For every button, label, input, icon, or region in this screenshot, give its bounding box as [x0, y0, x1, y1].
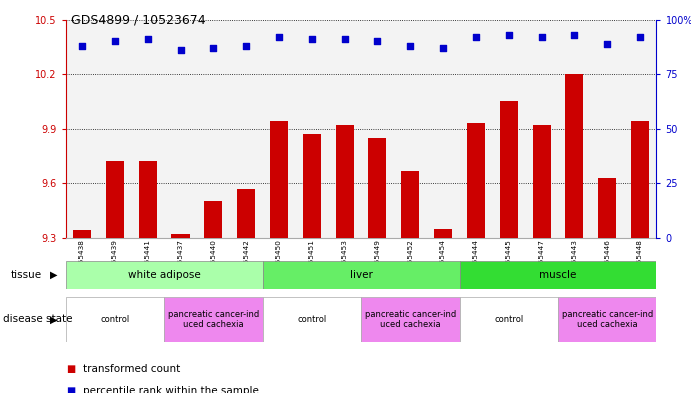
Bar [460, 297, 558, 342]
Text: control: control [100, 315, 129, 324]
Bar [171, 234, 189, 238]
Bar [131, 20, 164, 238]
Text: GDS4899 / 10523674: GDS4899 / 10523674 [71, 14, 205, 27]
Point [437, 45, 448, 51]
Bar [237, 189, 255, 238]
Text: liver: liver [350, 270, 372, 280]
Bar [66, 297, 164, 342]
Bar [361, 20, 394, 238]
Bar [401, 171, 419, 238]
Bar [73, 231, 91, 238]
Text: pancreatic cancer-ind
uced cachexia: pancreatic cancer-ind uced cachexia [168, 310, 259, 329]
Point [175, 47, 186, 53]
Bar [295, 20, 328, 238]
Bar [525, 20, 558, 238]
Bar [263, 20, 295, 238]
Bar [394, 20, 426, 238]
Bar [66, 261, 263, 289]
Point [634, 34, 645, 40]
Point [503, 32, 514, 38]
Bar [598, 178, 616, 238]
Point [471, 34, 482, 40]
Bar [368, 138, 386, 238]
Bar [164, 297, 263, 342]
Text: control: control [297, 315, 326, 324]
Point [274, 34, 285, 40]
Bar [106, 162, 124, 238]
Point [240, 43, 252, 49]
Bar [565, 74, 583, 238]
Text: white adipose: white adipose [128, 270, 200, 280]
Bar [263, 297, 361, 342]
Bar [558, 297, 656, 342]
Bar [434, 229, 452, 238]
Point [339, 36, 350, 42]
Bar [533, 125, 551, 238]
Bar [460, 20, 492, 238]
Point [569, 32, 580, 38]
Bar [205, 202, 223, 238]
Bar [303, 134, 321, 238]
Bar [328, 20, 361, 238]
Point [536, 34, 547, 40]
Bar [66, 20, 98, 238]
Text: transformed count: transformed count [83, 364, 180, 375]
Bar [591, 20, 623, 238]
Text: percentile rank within the sample: percentile rank within the sample [83, 386, 259, 393]
Point [77, 43, 88, 49]
Text: control: control [494, 315, 523, 324]
Bar [197, 20, 229, 238]
Bar [229, 20, 263, 238]
Text: tissue: tissue [10, 270, 41, 280]
Text: ■: ■ [66, 364, 75, 375]
Point [602, 40, 613, 47]
Text: muscle: muscle [539, 270, 577, 280]
Point [306, 36, 317, 42]
Bar [631, 121, 649, 238]
Text: disease state: disease state [3, 314, 73, 324]
Bar [336, 125, 354, 238]
Point [142, 36, 153, 42]
Text: ■: ■ [66, 386, 75, 393]
Bar [164, 20, 197, 238]
Bar [467, 123, 485, 238]
Text: ▶: ▶ [50, 314, 58, 324]
Point [372, 38, 383, 44]
Bar [558, 20, 591, 238]
Bar [492, 20, 525, 238]
Bar [500, 101, 518, 238]
Text: ▶: ▶ [50, 270, 58, 280]
Bar [98, 20, 131, 238]
Text: pancreatic cancer-ind
uced cachexia: pancreatic cancer-ind uced cachexia [562, 310, 653, 329]
Bar [263, 261, 460, 289]
Bar [460, 261, 656, 289]
Point [109, 38, 120, 44]
Bar [139, 162, 157, 238]
Point [405, 43, 416, 49]
Bar [270, 121, 288, 238]
Point [208, 45, 219, 51]
Bar [361, 297, 460, 342]
Bar [623, 20, 656, 238]
Text: pancreatic cancer-ind
uced cachexia: pancreatic cancer-ind uced cachexia [365, 310, 456, 329]
Bar [426, 20, 460, 238]
